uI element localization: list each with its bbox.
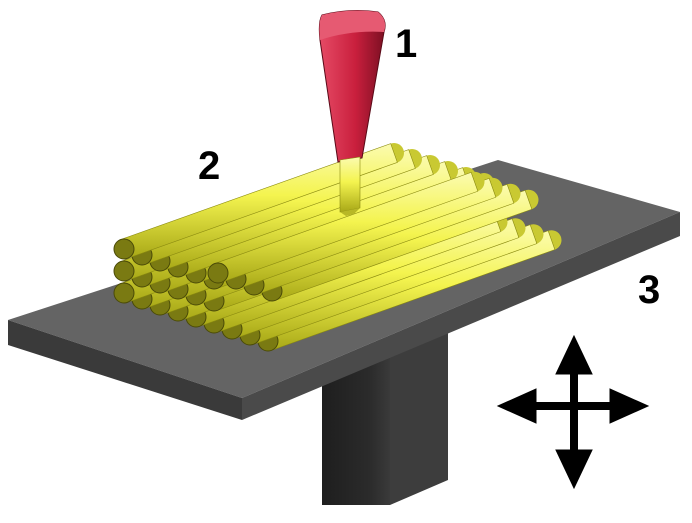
filament-rod — [113, 143, 404, 260]
four-way-arrow-icon — [496, 334, 650, 490]
label-build-platform: 3 — [638, 268, 661, 312]
label-nozzle: 1 — [395, 22, 418, 66]
label-deposited-material: 2 — [198, 144, 221, 188]
filament-rod — [207, 171, 485, 284]
extruder-nozzle — [318, 10, 386, 216]
support-column — [322, 322, 448, 505]
deposited-filament-layers — [113, 143, 562, 352]
